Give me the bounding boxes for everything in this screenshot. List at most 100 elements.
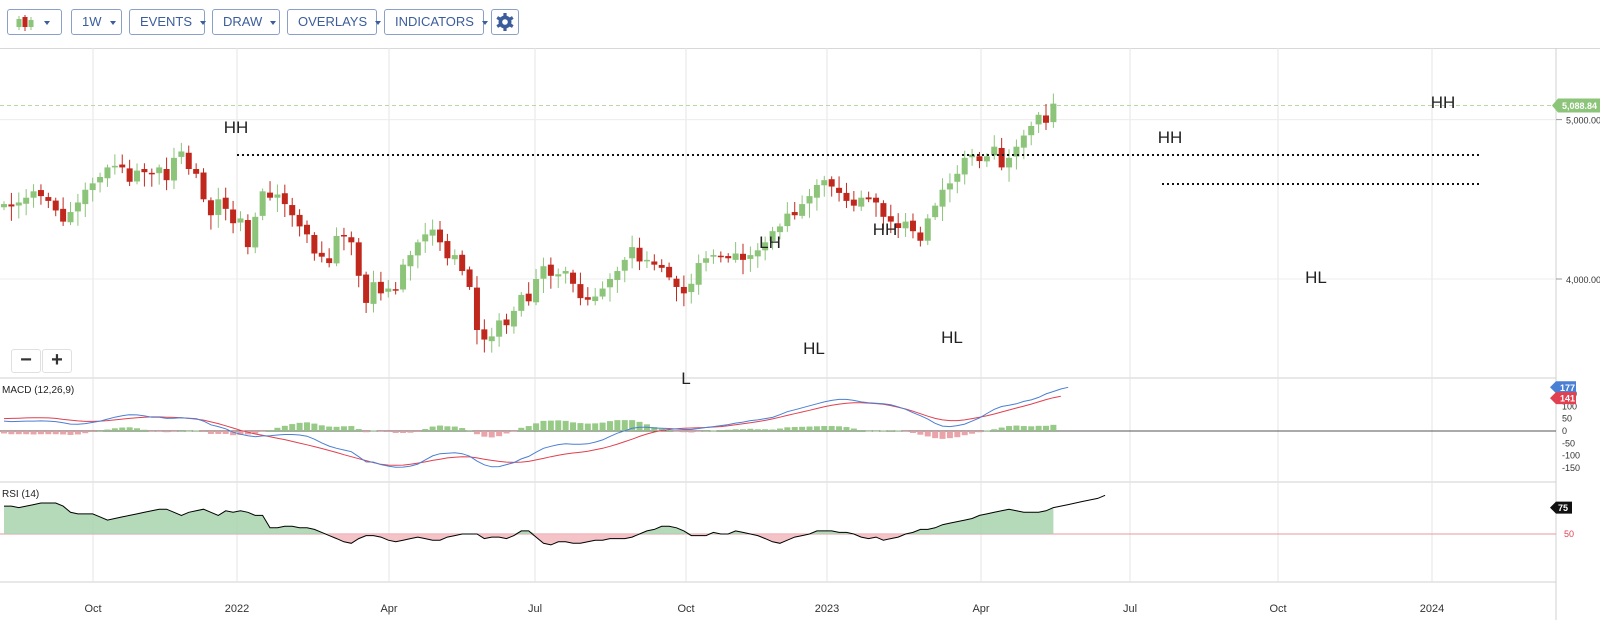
macd-histogram-bar	[858, 430, 865, 431]
macd-histogram-bar	[377, 431, 384, 432]
candle	[843, 192, 850, 201]
macd-histogram-bar	[1013, 425, 1020, 431]
candle	[961, 157, 968, 175]
macd-histogram-bar	[193, 430, 200, 432]
macd-histogram-bar	[570, 422, 577, 431]
candle	[666, 266, 673, 278]
candle	[148, 172, 155, 175]
annotations: HH LH HH HH HH HL HL HL L	[224, 93, 1482, 388]
candle	[267, 192, 274, 198]
macd-histogram-bar	[799, 426, 806, 431]
candle	[348, 237, 355, 243]
macd-histogram-bar	[422, 429, 429, 431]
candle	[237, 218, 244, 223]
macd-histogram-bar	[969, 431, 976, 434]
candle	[437, 229, 444, 243]
macd-histogram-bar	[215, 431, 222, 434]
candle	[577, 284, 584, 299]
candle	[946, 183, 953, 190]
macd-histogram-bar	[333, 426, 340, 431]
swing-label: HH	[1158, 128, 1183, 147]
candle	[1050, 103, 1057, 123]
swing-label: HH	[873, 220, 898, 239]
macd-histogram-bar	[584, 423, 591, 431]
macd-histogram-bar	[843, 427, 850, 431]
candle	[407, 255, 414, 267]
macd-histogram-bar	[451, 426, 458, 431]
candle	[769, 231, 776, 242]
candle	[584, 297, 591, 300]
candle	[924, 218, 931, 241]
candle	[215, 199, 222, 215]
candle	[126, 168, 133, 182]
candle	[222, 197, 229, 209]
candle	[1042, 115, 1049, 123]
macd-histogram-bar	[769, 429, 776, 431]
candle	[821, 180, 828, 186]
macd-histogram-bar	[717, 430, 724, 431]
x-tick-label: Oct	[84, 603, 101, 615]
grid	[0, 48, 1557, 620]
candle	[806, 196, 813, 204]
macd-histogram-bar	[488, 431, 495, 438]
swing-label: HL	[941, 328, 963, 347]
overlays-label: OVERLAYS	[298, 14, 368, 29]
overlays-dropdown[interactable]: OVERLAYS	[287, 9, 382, 35]
macd-histogram-bar	[606, 421, 613, 431]
candle	[673, 278, 680, 287]
macd-histogram-bar	[311, 423, 318, 431]
candle	[444, 241, 451, 259]
events-dropdown[interactable]: EVENTS	[129, 9, 207, 35]
macd-histogram-bar	[725, 429, 732, 431]
chart-canvas[interactable]: MACD (12,26,9) RSI (14) Oct 2022 Apr Jul Oct…	[0, 48, 1600, 620]
macd-histogram-bar	[998, 427, 1005, 431]
macd-histogram-bar	[695, 431, 702, 432]
interval-dropdown[interactable]: 1W	[71, 9, 122, 35]
macd-histogram-bar	[813, 426, 820, 431]
signal-value-label: 141	[1560, 394, 1575, 404]
settings-button[interactable]	[491, 9, 519, 35]
candle	[400, 264, 407, 290]
macd-tick-label: -50	[1562, 438, 1575, 448]
macd-histogram-bar	[784, 427, 791, 431]
candle	[1, 204, 7, 208]
macd-histogram-bar	[932, 431, 939, 439]
macd-histogram-bar	[865, 430, 872, 432]
macd-histogram-bar	[185, 430, 192, 432]
price-pane	[0, 93, 1552, 353]
candle	[643, 259, 650, 262]
chart-type-button[interactable]	[7, 9, 62, 35]
candle	[873, 197, 880, 203]
swing-label: LH	[759, 233, 781, 252]
candle	[703, 258, 710, 263]
zoom-out-button[interactable]: −	[11, 349, 41, 373]
last-price-badge	[1552, 98, 1600, 113]
macd-histogram-bar	[621, 420, 628, 431]
macd-histogram-bar	[946, 431, 953, 439]
macd-histogram-bar	[340, 426, 347, 431]
candle	[680, 286, 687, 294]
macd-histogram-bar	[45, 431, 52, 435]
toolbar: 1W EVENTS DRAW OVERLAYS INDICATORS	[0, 0, 1600, 49]
candle	[629, 247, 636, 259]
axes: Oct 2022 Apr Jul Oct 2023 Apr Jul Oct 2024 5,000.0…	[84, 98, 1600, 615]
candle	[717, 255, 724, 258]
candle	[289, 205, 296, 216]
macd-histogram-bar	[636, 421, 643, 431]
draw-dropdown[interactable]: DRAW	[212, 9, 280, 35]
candle	[134, 170, 141, 182]
candle	[156, 167, 163, 174]
swing-label: L	[681, 369, 690, 388]
candle	[111, 165, 118, 168]
zoom-in-button[interactable]: +	[42, 349, 72, 373]
candle	[939, 189, 946, 207]
indicators-dropdown[interactable]: INDICATORS	[384, 9, 488, 35]
macd-histogram-bar	[754, 429, 761, 431]
macd-histogram-bar	[496, 431, 503, 437]
macd-pane: MACD (12,26,9)	[0, 385, 1556, 468]
swing-label: HL	[1305, 268, 1327, 287]
candle	[60, 208, 67, 222]
candle	[510, 310, 517, 327]
macd-histogram-bar	[97, 431, 104, 432]
candle	[932, 205, 939, 218]
